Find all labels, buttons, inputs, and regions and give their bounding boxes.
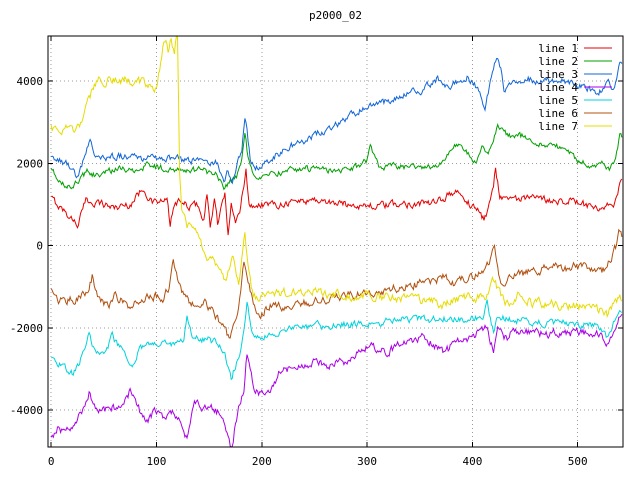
series-line-1 <box>51 167 623 236</box>
series-line-3 <box>50 57 623 185</box>
legend-label: line 3 <box>538 68 578 81</box>
x-axis-tick-label: 300 <box>357 455 377 468</box>
series-line-4 <box>50 313 623 448</box>
y-axis-tick-label: 4000 <box>17 75 44 88</box>
y-axis-tick-label: 0 <box>36 240 43 253</box>
legend-label: line 5 <box>538 94 578 107</box>
x-axis-tick-label: 500 <box>568 455 588 468</box>
legend-label: line 7 <box>538 120 578 133</box>
series-line-5 <box>51 299 623 381</box>
x-axis-tick-label: 400 <box>462 455 482 468</box>
legend-label: line 2 <box>538 55 578 68</box>
x-axis-tick-label: 200 <box>252 455 272 468</box>
x-axis-tick-label: 0 <box>48 455 55 468</box>
series-line-7 <box>50 35 623 319</box>
chart-title: p2000_02 <box>309 9 362 22</box>
legend-label: line 6 <box>538 107 578 120</box>
legend-label: line 4 <box>538 81 578 94</box>
series-line-6 <box>50 228 623 339</box>
y-axis-tick-label: 2000 <box>17 157 44 170</box>
legend-label: line 1 <box>538 42 578 55</box>
series-line-2 <box>50 122 623 191</box>
y-axis-tick-label: -4000 <box>10 404 43 417</box>
plot-border <box>47 35 624 448</box>
y-axis-tick-label: -2000 <box>10 322 43 335</box>
x-axis-tick-label: 100 <box>147 455 167 468</box>
